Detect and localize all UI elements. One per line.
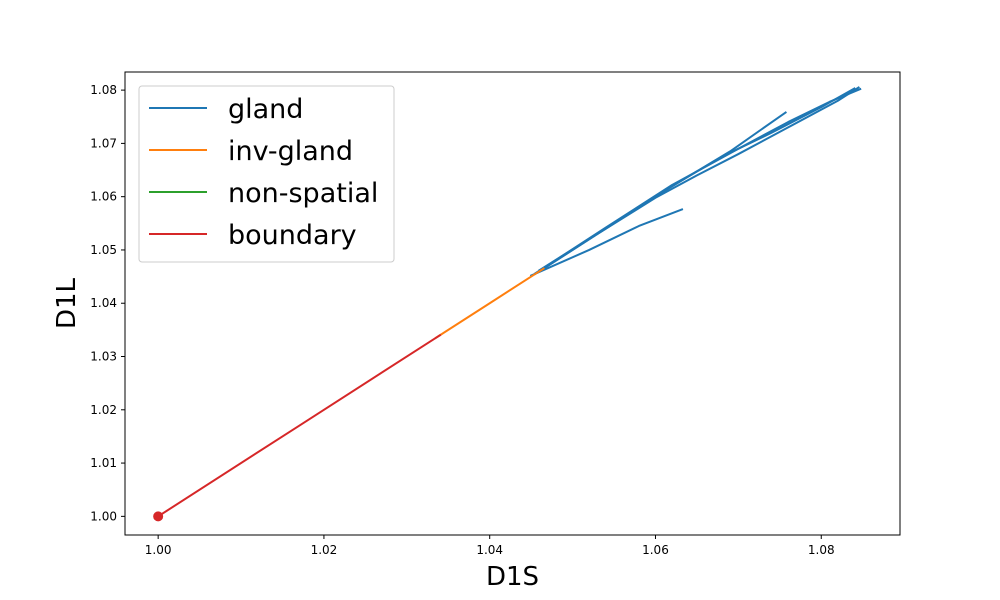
y-tick-label: 1.02 [90, 403, 117, 417]
legend-box [138, 85, 395, 263]
legend: gland inv-gland non-spatial boundary [138, 85, 395, 263]
legend-label-boundary: boundary [228, 220, 357, 251]
y-tick-label: 1.00 [90, 509, 117, 523]
series-line-gland-4 [529, 208, 684, 277]
series-line-gland-3 [533, 87, 862, 275]
y-tick-label: 1.04 [90, 296, 117, 310]
legend-label-non-spatial: non-spatial [228, 178, 378, 209]
y-tick-label: 1.08 [90, 83, 117, 97]
x-axis-ticks: 1.00 1.02 1.04 1.06 1.08 [145, 535, 835, 557]
y-tick-label: 1.06 [90, 190, 117, 204]
y-axis-ticks: 1.00 1.01 1.02 1.03 1.04 1.05 1.06 1.07 1.08 [90, 83, 125, 523]
y-axis-title: D1L [52, 277, 82, 329]
series-line-boundary-0 [156, 333, 442, 518]
y-tick-label: 1.01 [90, 456, 117, 470]
y-tick-label: 1.03 [90, 350, 117, 364]
y-tick-label: 1.05 [90, 243, 117, 257]
x-tick-label: 1.08 [808, 543, 835, 557]
x-axis-title: D1S [486, 562, 539, 592]
x-tick-label: 1.02 [311, 543, 338, 557]
legend-label-inv-gland: inv-gland [228, 136, 353, 167]
legend-label-gland: gland [228, 94, 303, 125]
plot-markers [153, 511, 164, 522]
x-tick-label: 1.04 [476, 543, 503, 557]
x-tick-label: 1.00 [145, 543, 172, 557]
y-tick-label: 1.07 [90, 136, 117, 150]
x-tick-label: 1.06 [642, 543, 669, 557]
data-point-boundary-0 [153, 511, 164, 522]
series-line-inv-gland-0 [434, 267, 545, 340]
plot-lines [156, 86, 862, 518]
